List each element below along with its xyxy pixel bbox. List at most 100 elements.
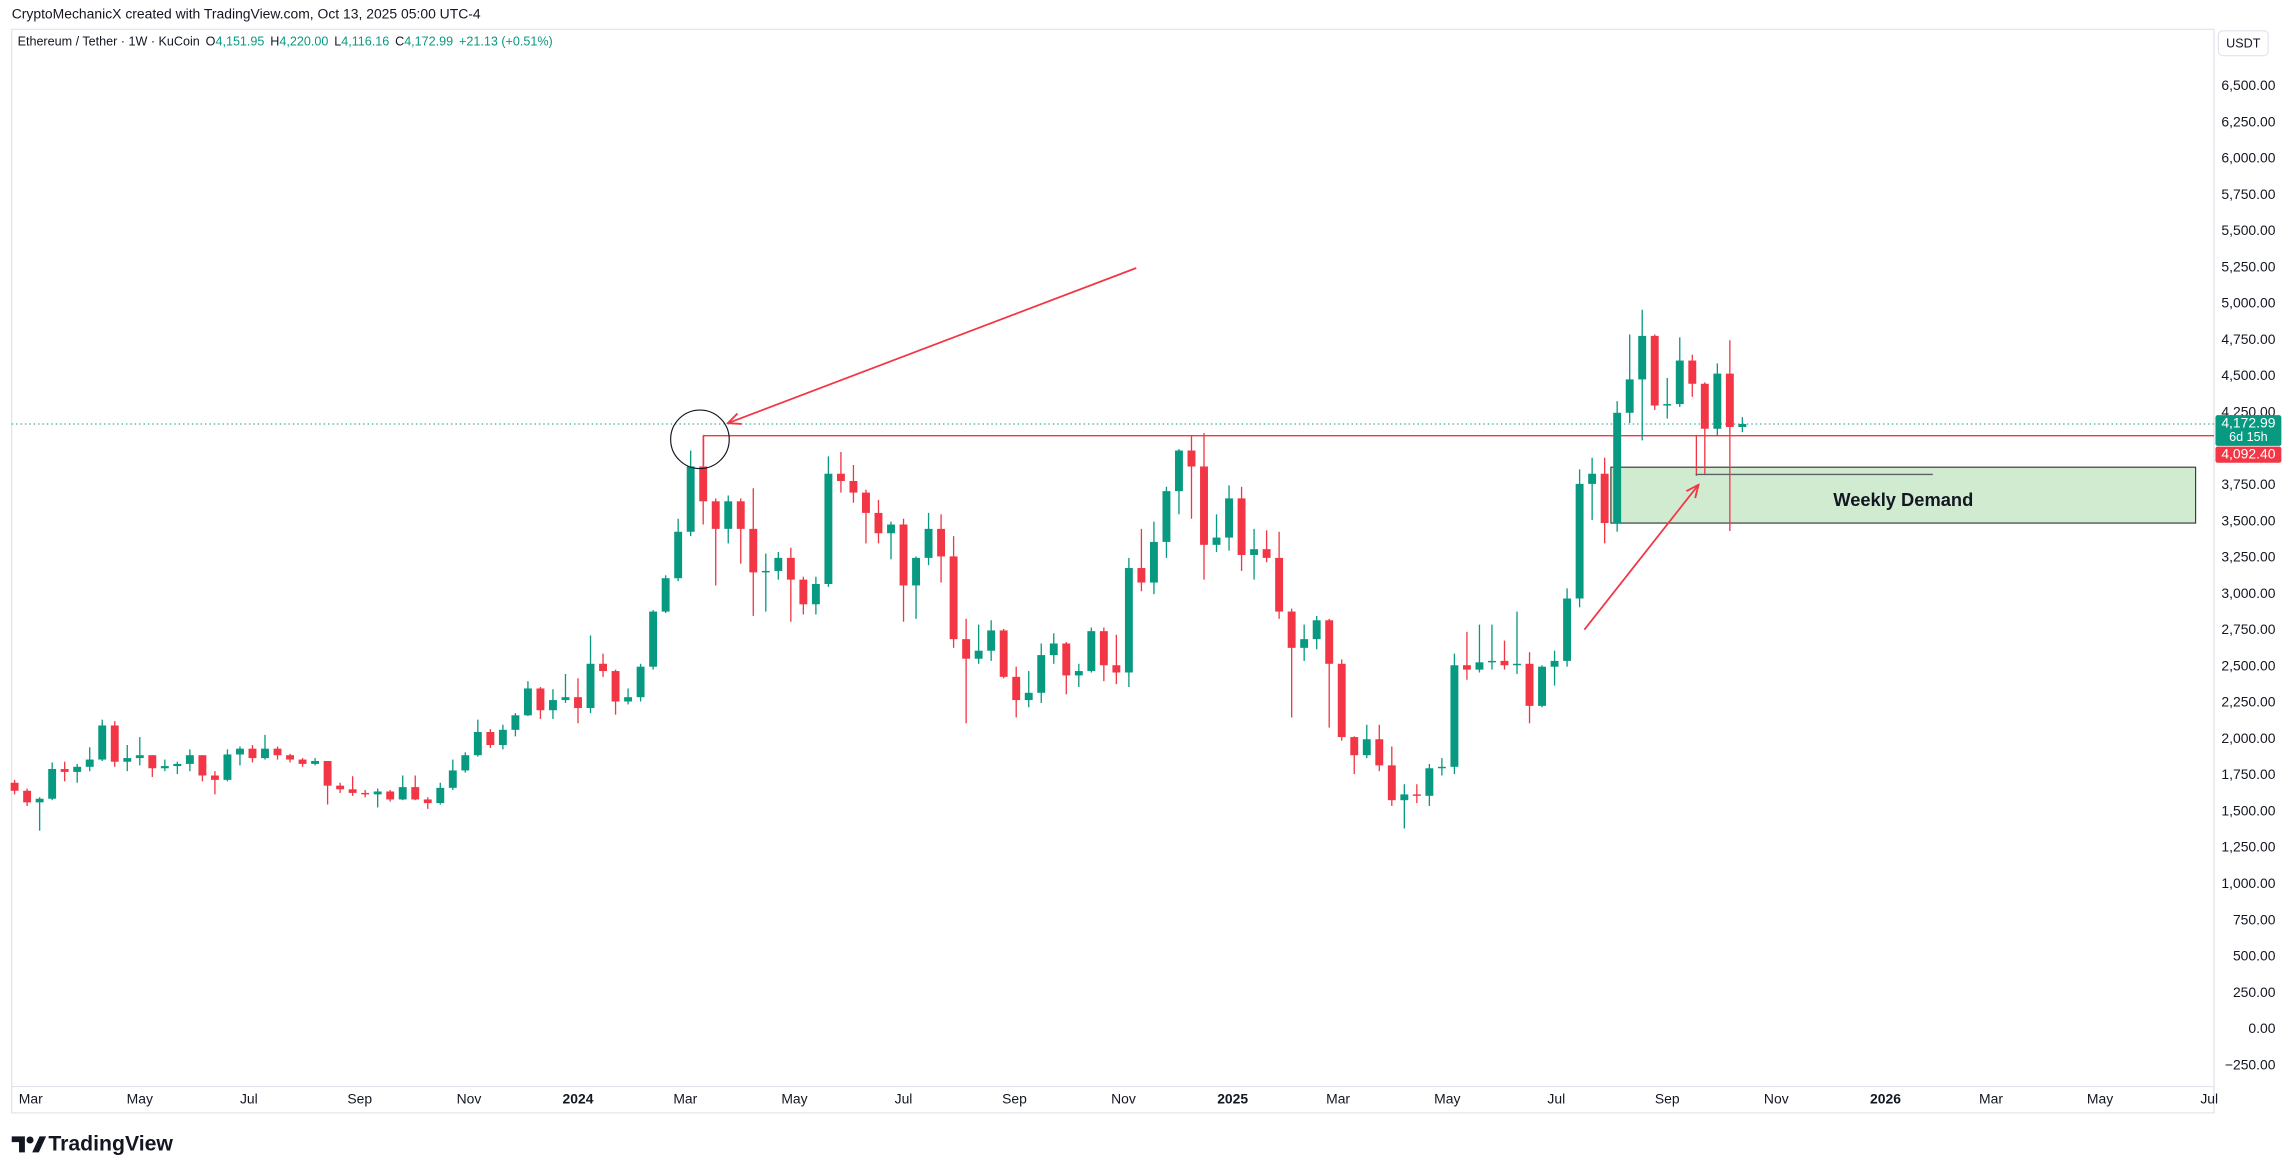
candle-body [160, 766, 169, 769]
candle-body [937, 528, 946, 557]
candle-body [1300, 639, 1309, 648]
symbol: Ethereum / Tether · 1W · KuCoin [18, 35, 200, 49]
candle-body [1024, 692, 1033, 701]
candle-body [1650, 335, 1659, 406]
candle-body [1412, 794, 1421, 796]
candle-body [511, 715, 520, 730]
y-tick-label: 4,750.00 [2221, 331, 2275, 347]
candle-body [373, 791, 382, 795]
currency: USDT [2226, 36, 2261, 50]
y-tick-label: 5,750.00 [2221, 186, 2275, 202]
y-tick-label: 3,000.00 [2221, 585, 2275, 601]
candle-body [85, 759, 94, 767]
candle-body [210, 775, 219, 780]
candle-body [135, 755, 144, 759]
candle-body [1425, 768, 1434, 796]
ohlc-value: 4,220.00 [279, 35, 328, 49]
candle-body [749, 528, 758, 573]
last-price-label: 4,172.99 [2221, 415, 2275, 431]
candle-body [35, 798, 44, 803]
demand-zone [1610, 466, 2197, 524]
candle-body [1638, 335, 1647, 380]
x-tick-label: Sep [347, 1090, 372, 1106]
candle-body [1588, 473, 1597, 484]
arrow [1583, 485, 1698, 631]
candle-body [461, 755, 470, 771]
candle-body [73, 766, 82, 772]
x-tick-label: May [127, 1090, 153, 1106]
x-tick-label: May [1434, 1090, 1460, 1106]
y-tick-label: 6,250.00 [2221, 113, 2275, 129]
candle-body [336, 785, 345, 790]
x-tick-label: May [781, 1090, 807, 1106]
x-tick-label: Jul [895, 1090, 913, 1106]
y-tick-label: −250.00 [2225, 1056, 2276, 1072]
candle-body [23, 790, 32, 803]
candle-body [1500, 660, 1509, 666]
candle-body [786, 557, 795, 580]
candle-body [1525, 663, 1534, 706]
candle-body [48, 768, 57, 799]
x-tick-label: 2024 [563, 1090, 594, 1106]
level-label: 4,092.40 [2221, 445, 2275, 461]
candle-body [273, 748, 282, 756]
candle-body [1087, 631, 1096, 672]
arrow [728, 267, 1137, 423]
candle-body [561, 697, 570, 701]
y-tick-label: 3,750.00 [2221, 476, 2275, 492]
y-tick-label: 0.00 [2248, 1020, 2275, 1036]
x-tick-label: May [2087, 1090, 2113, 1106]
candle-body [1538, 666, 1546, 706]
candle-body [987, 630, 996, 651]
candle-body [736, 501, 745, 529]
candle-body [1175, 450, 1183, 492]
candle-body [1475, 662, 1484, 670]
candle-body [649, 611, 658, 667]
candle-body [1012, 676, 1021, 701]
candle-body [436, 787, 445, 804]
candle-body [962, 639, 971, 659]
last-price-tag [2215, 415, 2282, 446]
candle-body [699, 466, 708, 502]
candle-body [1613, 412, 1622, 524]
candle-body [661, 578, 670, 612]
candle-body [1325, 620, 1334, 664]
x-tick-label: Nov [1764, 1090, 1789, 1106]
candle-body [912, 557, 920, 586]
logo-mark [11, 1136, 25, 1153]
candle-body [1237, 498, 1246, 555]
candle-body [536, 688, 545, 711]
candle-body [98, 725, 107, 760]
candle-body [386, 791, 395, 800]
x-tick-label: Nov [457, 1090, 482, 1106]
candle-body [586, 663, 595, 709]
candle-body [1099, 631, 1108, 666]
candle-body [799, 579, 808, 605]
candle-body [1275, 557, 1284, 612]
candle-body [774, 557, 783, 571]
candle-body [1738, 423, 1747, 428]
candle-body [636, 666, 645, 698]
candle-body [1625, 379, 1634, 413]
x-tick-label: Jul [1547, 1090, 1565, 1106]
candle-body [1137, 568, 1146, 583]
candle-body [924, 528, 933, 558]
zone-label: Weekly Demand [1833, 489, 1973, 510]
candle-body [1112, 665, 1121, 673]
candle-body [348, 789, 357, 793]
candle-body [1250, 549, 1259, 555]
candle-body [899, 524, 908, 586]
candle-body [1450, 665, 1459, 767]
candle-body [724, 501, 733, 529]
candle-body [361, 792, 370, 795]
candle-body [60, 768, 69, 772]
x-tick-label: Mar [1979, 1090, 2003, 1106]
candle-body [836, 473, 845, 481]
ohlc-key: L [334, 35, 341, 49]
candle-body [711, 501, 720, 529]
candle-body [849, 480, 858, 493]
y-tick-label: 2,000.00 [2221, 730, 2275, 746]
x-tick-label: Nov [1111, 1090, 1136, 1106]
